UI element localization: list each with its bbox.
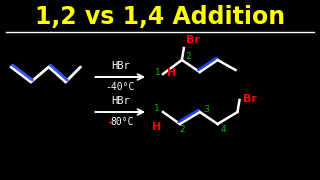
Text: 1: 1 xyxy=(154,103,160,112)
Text: 3: 3 xyxy=(203,105,209,114)
Text: Br: Br xyxy=(244,94,257,104)
Text: HBr: HBr xyxy=(111,96,130,106)
Text: Br: Br xyxy=(186,35,200,45)
Text: HBr: HBr xyxy=(111,61,130,71)
Text: 2: 2 xyxy=(179,125,185,134)
Text: -40°C: -40°C xyxy=(106,82,135,92)
Text: H: H xyxy=(167,68,177,78)
Text: +: + xyxy=(108,117,113,127)
Text: 80°C: 80°C xyxy=(110,117,134,127)
Text: H: H xyxy=(152,122,162,132)
Text: 2: 2 xyxy=(185,51,191,60)
Text: 1,2 vs 1,4 Addition: 1,2 vs 1,4 Addition xyxy=(35,5,285,29)
Text: 1: 1 xyxy=(155,68,161,76)
Text: 4: 4 xyxy=(221,125,226,134)
